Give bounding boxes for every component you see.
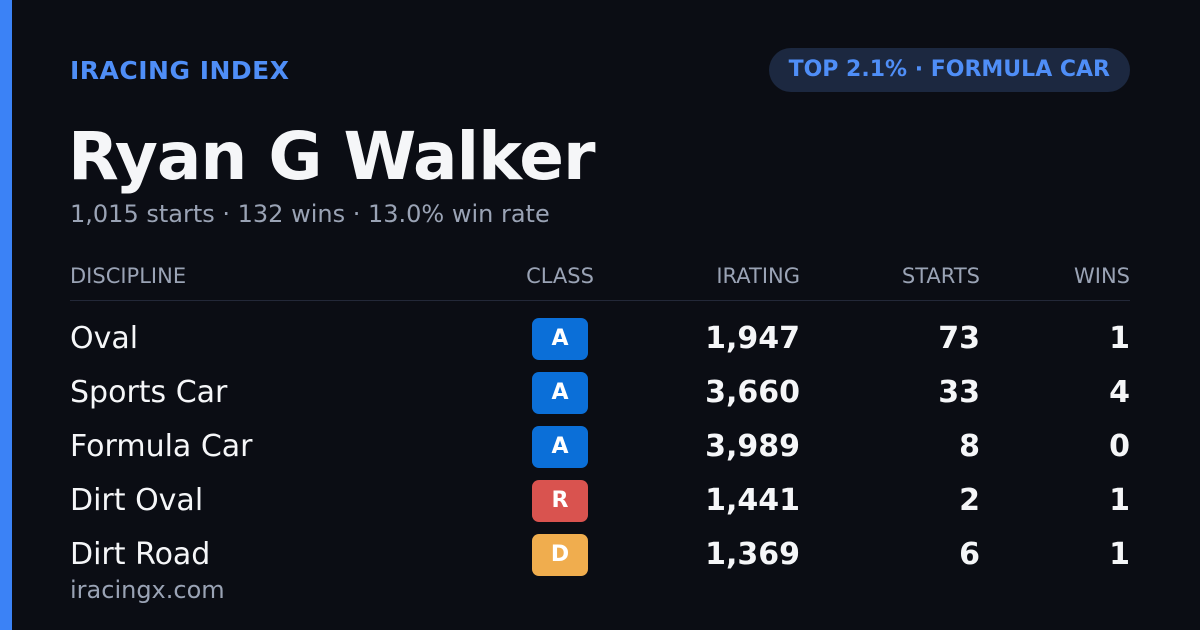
column-header: WINS: [1074, 264, 1130, 288]
stat-value: 0: [1109, 429, 1130, 464]
class-badge: A: [532, 318, 588, 360]
stat-value: 33: [938, 375, 980, 410]
column-header: IRATING: [716, 264, 800, 288]
stat-value: 2: [959, 483, 980, 518]
stat-value: 1: [1109, 537, 1130, 572]
discipline: Oval: [70, 321, 139, 356]
stat-value: 8: [959, 429, 980, 464]
stat-value: 1,947: [705, 321, 800, 356]
stat-value: 1,441: [705, 483, 800, 518]
accent-stripe: [0, 0, 12, 630]
stat-value: 3,660: [705, 375, 800, 410]
column-header: DISCIPLINE: [70, 264, 187, 288]
discipline: Sports Car: [70, 375, 228, 410]
header-rule: [70, 300, 1130, 301]
stat-value: 1: [1109, 483, 1130, 518]
stat-value: 1: [1109, 321, 1130, 356]
class-badge: D: [532, 534, 588, 576]
driver-name: Ryan G Walker: [68, 118, 596, 195]
summary: 1,015 starts · 132 wins · 13.0% win rate: [70, 200, 550, 228]
class-badge: A: [532, 426, 588, 468]
discipline: Formula Car: [70, 429, 253, 464]
stat-value: 6: [959, 537, 980, 572]
discipline: Dirt Oval: [70, 483, 204, 518]
brand: IRACING INDEX: [70, 56, 290, 85]
column-header: STARTS: [901, 264, 980, 288]
column-header: CLASS: [526, 264, 594, 288]
stat-value: 73: [938, 321, 980, 356]
site-link: iracingx.com: [70, 576, 225, 604]
discipline: Dirt Road: [70, 537, 211, 572]
stat-value: 3,989: [705, 429, 800, 464]
rank-badge: TOP 2.1% · FORMULA CAR: [768, 48, 1130, 92]
class-badge: R: [532, 480, 588, 522]
class-badge: A: [532, 372, 588, 414]
stat-value: 1,369: [705, 537, 800, 572]
stat-value: 4: [1109, 375, 1130, 410]
